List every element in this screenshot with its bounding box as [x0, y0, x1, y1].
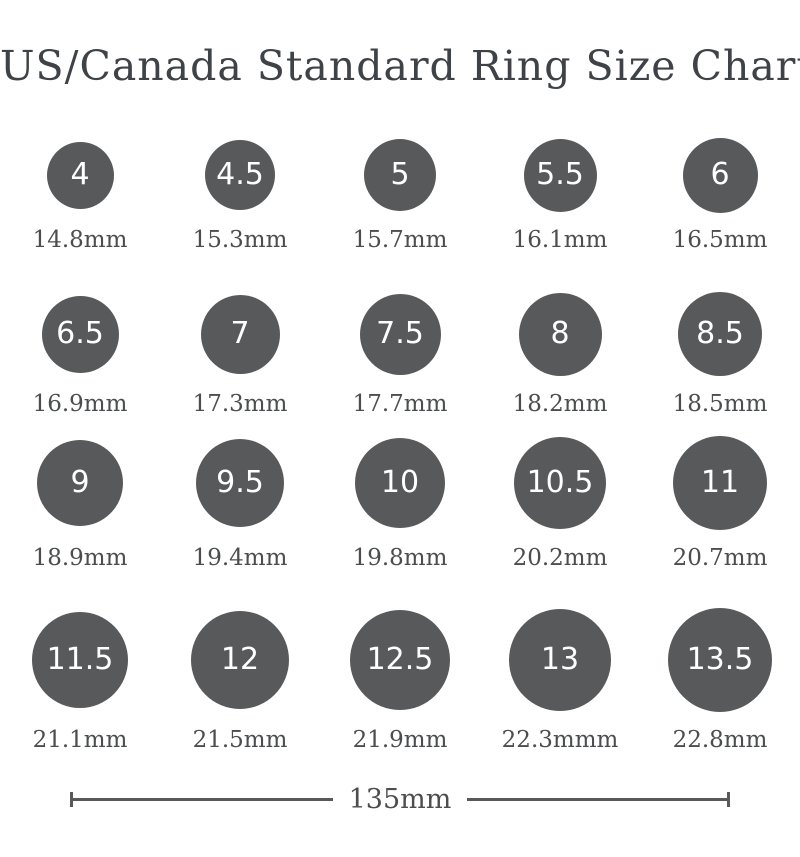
ring-diameter-label: 18.5mm	[672, 391, 768, 417]
ring-row: 6.5 16.9mm 7 17.3mm 7.5 17.7mm 8 18.2mm …	[0, 290, 800, 418]
ring-diameter-label: 21.5mm	[192, 727, 288, 753]
ring-size-number: 6.5	[56, 316, 104, 351]
ring-diameter-label: 21.9mm	[352, 727, 448, 753]
ring-diameter-label: 16.5mm	[672, 227, 768, 253]
ring-size-number: 8.5	[696, 316, 744, 351]
ring-diameter-label: 21.1mm	[32, 727, 128, 753]
ring-diameter-label: 15.7mm	[352, 227, 448, 253]
ring-cell: 10.5 20.2mm	[480, 434, 640, 572]
ring-diameter-label: 22.8mm	[672, 727, 768, 753]
ring-cell: 5 15.7mm	[320, 136, 480, 254]
ring-cell: 8 18.2mm	[480, 290, 640, 418]
ring-circle: 12	[191, 611, 289, 709]
ring-circle: 11.5	[32, 612, 128, 708]
chart-title: US/Canada Standard Ring Size Chart	[0, 42, 800, 90]
ring-cell: 8.5 18.5mm	[640, 290, 800, 418]
ring-circle: 8.5	[678, 292, 762, 376]
ring-circle: 8	[518, 292, 602, 376]
ring-diameter-label: 19.4mm	[192, 545, 288, 571]
ring-size-number: 4.5	[216, 157, 264, 192]
ring-circle: 9.5	[196, 439, 284, 527]
ring-diameter-label: 14.8mm	[32, 227, 128, 253]
ring-size-number: 11	[700, 465, 740, 500]
ring-size-number: 11.5	[46, 642, 114, 677]
ring-diameter-label: 20.2mm	[512, 545, 608, 571]
ring-size-number: 12.5	[366, 642, 434, 677]
ring-cell: 13.5 22.8mm	[640, 606, 800, 754]
ring-circle: 6	[682, 137, 758, 213]
scale-bar: 135mm	[70, 784, 730, 815]
ring-size-number: 9	[70, 465, 90, 500]
ring-cell: 4 14.8mm	[0, 136, 160, 254]
ring-circle: 6.5	[41, 295, 119, 373]
ring-diameter-label: 17.3mm	[192, 391, 288, 417]
ring-row: 9 18.9mm 9.5 19.4mm 10 19.8mm 10.5 20.2m…	[0, 434, 800, 572]
ring-cell: 12 21.5mm	[160, 606, 320, 754]
ring-circle: 13	[509, 609, 611, 711]
ring-circle: 4.5	[205, 140, 275, 210]
ring-cell: 5.5 16.1mm	[480, 136, 640, 254]
ring-circle: 7.5	[359, 293, 441, 375]
ring-diameter-label: 22.3mmm	[501, 727, 619, 753]
ring-size-number: 7.5	[376, 316, 424, 351]
ring-circle: 7	[200, 294, 280, 374]
ring-circle: 10.5	[514, 437, 606, 529]
ring-diameter-label: 15.3mm	[192, 227, 288, 253]
ring-cell: 6.5 16.9mm	[0, 290, 160, 418]
ring-size-number: 10.5	[526, 465, 594, 500]
ring-size-number: 7	[230, 316, 250, 351]
ring-cell: 7 17.3mm	[160, 290, 320, 418]
scale-bar-line-left	[73, 798, 333, 801]
ring-cell: 11.5 21.1mm	[0, 606, 160, 754]
scale-bar-right-tick	[727, 792, 730, 807]
ring-size-number: 13	[540, 642, 580, 677]
ring-size-number: 12	[220, 642, 260, 677]
ring-row: 11.5 21.1mm 12 21.5mm 12.5 21.9mm 13 22.…	[0, 606, 800, 754]
ring-size-number: 13.5	[686, 642, 754, 677]
ring-cell: 9.5 19.4mm	[160, 434, 320, 572]
ring-circle: 13.5	[668, 608, 772, 712]
ring-row: 4 14.8mm 4.5 15.3mm 5 15.7mm 5.5 16.1mm …	[0, 136, 800, 254]
ring-size-number: 4	[70, 157, 90, 192]
ring-diameter-label: 18.2mm	[512, 391, 608, 417]
ring-diameter-label: 18.9mm	[32, 545, 128, 571]
ring-circle: 9	[37, 440, 123, 526]
ring-size-number: 5.5	[536, 157, 584, 192]
ring-cell: 9 18.9mm	[0, 434, 160, 572]
ring-cell: 4.5 15.3mm	[160, 136, 320, 254]
ring-cell: 11 20.7mm	[640, 434, 800, 572]
ring-cell: 6 16.5mm	[640, 136, 800, 254]
ring-size-number: 5	[390, 157, 410, 192]
ring-size-number: 8	[550, 316, 570, 351]
ring-circle: 11	[673, 436, 767, 530]
ring-size-number: 10	[380, 465, 420, 500]
ring-cell: 12.5 21.9mm	[320, 606, 480, 754]
ring-diameter-label: 16.9mm	[32, 391, 128, 417]
ring-cell: 13 22.3mmm	[480, 606, 640, 754]
ring-grid: 4 14.8mm 4.5 15.3mm 5 15.7mm 5.5 16.1mm …	[0, 136, 800, 754]
scale-bar-line-right	[467, 798, 727, 801]
ring-circle: 12.5	[350, 610, 450, 710]
ring-size-number: 9.5	[216, 465, 264, 500]
ring-circle: 4	[46, 141, 114, 209]
ring-circle: 5.5	[523, 138, 597, 212]
scale-bar-label: 135mm	[348, 784, 452, 815]
ring-diameter-label: 20.7mm	[672, 545, 768, 571]
ring-diameter-label: 16.1mm	[512, 227, 608, 253]
ring-cell: 10 19.8mm	[320, 434, 480, 572]
ring-size-number: 6	[710, 157, 730, 192]
ring-circle: 10	[355, 438, 445, 528]
ring-circle: 5	[364, 139, 436, 211]
ring-cell: 7.5 17.7mm	[320, 290, 480, 418]
scale-bar-left-tick	[70, 792, 73, 807]
ring-diameter-label: 19.8mm	[352, 545, 448, 571]
ring-diameter-label: 17.7mm	[352, 391, 448, 417]
